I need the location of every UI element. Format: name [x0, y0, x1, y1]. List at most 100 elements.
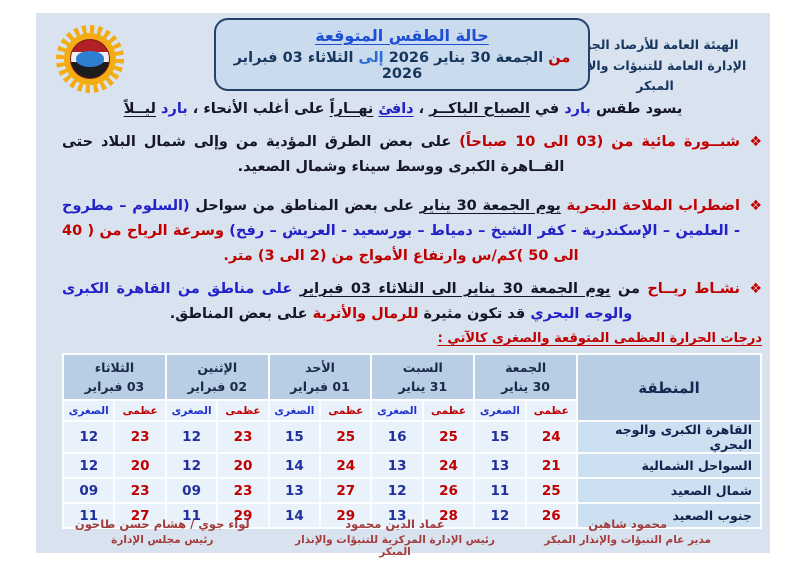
marine-warning-text: اضطراب الملاحة البحرية يوم الجمعة 30 ينا… — [62, 194, 740, 269]
diamond-bullet-icon: ❖ — [749, 134, 762, 150]
text-segment: اضطراب الملاحة البحرية — [560, 198, 741, 214]
text-segment: بارد — [161, 101, 188, 117]
temp-min-cell: 11 — [473, 477, 527, 504]
list-item-fog-warning: ❖ شبــورة مائية من (03 الى 10 صباحاً) عل… — [62, 130, 762, 180]
temp-min-cell: 12 — [164, 420, 219, 454]
region-cell: السواحل الشمالية — [576, 452, 762, 479]
signature-block: محمود شاهين مدير عام التنبؤات والإنذار ال… — [511, 517, 744, 558]
temps-table-body: القاهرة الكبرى والوجه البحري 24 15 25 16 25 15… — [61, 420, 762, 529]
authority-name-line2: الإدارة العامة للتنبؤات والإنذار المبكر — [563, 57, 747, 94]
signatory-name: عماد الدين محمود — [345, 517, 445, 531]
day-name: الثلاثاء — [94, 359, 135, 375]
day-header: الثلاثاء 03 فبراير — [62, 353, 167, 401]
temp-min-cell: 15 — [473, 420, 527, 454]
signatory-title: رئيس مجلس الإدارة — [111, 534, 214, 546]
temp-min-cell: 09 — [164, 477, 219, 504]
temp-max-cell: 24 — [319, 452, 373, 479]
min-label: الصغرى — [61, 399, 116, 422]
fog-warning-text: شبــورة مائية من (03 الى 10 صباحاً) على … — [62, 130, 740, 180]
temp-max-cell: 25 — [524, 477, 579, 504]
temp-min-cell: 13 — [473, 452, 527, 479]
temp-min-cell: 13 — [267, 477, 322, 504]
temp-min-cell: 12 — [473, 502, 527, 529]
text-segment: في — [529, 101, 565, 117]
max-label: عظمى — [319, 399, 373, 422]
table-row: القاهرة الكبرى والوجه البحري 24 15 25 16 25 15… — [61, 420, 762, 454]
temp-max-cell: 24 — [421, 452, 476, 479]
day-header: الأحد 01 فبراير — [267, 353, 373, 401]
title-box: حالة الطقس المتوقعة من الجمعة 30 يناير 2… — [214, 18, 590, 91]
text-segment: ليــلاً — [123, 101, 156, 117]
day-date: 31 يناير — [398, 379, 448, 394]
temp-max-cell: 20 — [216, 452, 270, 479]
temp-max-cell: 25 — [319, 420, 373, 454]
text-segment: وسرعة الرياح من ( 40 الى 50 )كم/س وارتفا… — [62, 223, 579, 264]
cloud-icon — [75, 51, 105, 67]
temp-max-cell: 26 — [524, 502, 579, 529]
table-row: جنوب الصعيد 26 12 28 13 29 14 29 11 27 11 — [61, 502, 762, 529]
temp-max-cell: 23 — [216, 420, 270, 454]
region-cell: جنوب الصعيد — [576, 502, 762, 529]
day-name: الجمعة — [505, 359, 547, 375]
table-header-row: المنطقة الجمعة 30 يناير السبت 31 يناير الأحد 0… — [62, 353, 762, 422]
text-segment: على بعض المناطق من سواحل — [189, 198, 420, 214]
temps-table-head: المنطقة الجمعة 30 يناير السبت 31 يناير الأحد 0… — [61, 353, 762, 422]
day-header: السبت 31 يناير — [370, 353, 476, 401]
text-segment: على بعض المناطق. — [169, 306, 313, 322]
signature-block: لواء جوي / هشام حسن طاحون رئيس مجلس الإدا… — [46, 517, 279, 558]
temp-min-cell: 13 — [370, 502, 424, 529]
day-header: الإثنين 02 فبراير — [164, 353, 270, 401]
temp-max-cell: 29 — [216, 502, 270, 529]
text-segment: يوم الجمعة 30 يناير الى الثلاثاء 03 فبرا… — [299, 281, 611, 297]
temp-max-cell: 24 — [524, 420, 579, 454]
temp-min-cell: 11 — [61, 502, 116, 529]
temp-max-cell: 27 — [319, 477, 373, 504]
temperature-table: المنطقة الجمعة 30 يناير السبت 31 يناير الأحد 0… — [61, 353, 762, 529]
temp-min-cell: 09 — [61, 477, 116, 504]
temp-max-cell: 29 — [319, 502, 373, 529]
signatures: محمود شاهين مدير عام التنبؤات والإنذار ال… — [46, 517, 744, 558]
day-name: السبت — [402, 359, 443, 375]
day-name: الأحد — [305, 359, 335, 375]
text-segment: (السلوم – مطروح - العلمين – الإسكندرية -… — [62, 198, 740, 239]
max-label: عظمى — [524, 399, 579, 422]
temp-max-cell: 23 — [113, 420, 167, 454]
day-date: 30 يناير — [501, 379, 550, 394]
warnings-list: ❖ شبــورة مائية من (03 الى 10 صباحاً) عل… — [62, 130, 762, 327]
signatory-name: محمود شاهين — [588, 517, 668, 531]
text-segment: نهــاراً — [329, 101, 374, 117]
text-segment: قد تكون مثيرة — [418, 306, 526, 322]
min-label: الصغرى — [370, 399, 424, 422]
temp-min-cell: 12 — [370, 477, 424, 504]
signatory-name: لواء جوي / هشام حسن طاحون — [74, 517, 250, 531]
temp-max-cell: 26 — [421, 477, 476, 504]
signatory-title: مدير عام التنبؤات والإنذار المبكر — [544, 534, 712, 546]
temp-max-cell: 23 — [216, 477, 270, 504]
date-from-text: الجمعة 30 يناير 2026 — [388, 50, 544, 66]
temp-max-cell: 25 — [421, 420, 476, 454]
signature-block: عماد الدين محمود رئيس الإدارة المركزية لل… — [279, 517, 512, 558]
list-item-wind-warning: ❖ نشـاط ريــاح من يوم الجمعة 30 يناير ال… — [62, 277, 762, 327]
text-segment: شبــورة مائية من (03 الى 10 صباحاً) — [459, 134, 740, 150]
date-to-text: الثلاثاء 03 فبراير 2026 — [233, 50, 423, 82]
temp-max-cell: 28 — [421, 502, 476, 529]
table-row: السواحل الشمالية 21 13 24 13 24 14 20 12 20 12 — [61, 452, 762, 479]
wind-warning-text: نشـاط ريــاح من يوم الجمعة 30 يناير الى … — [62, 277, 740, 327]
text-segment: للرمال والأتربة — [312, 306, 419, 322]
flag-emblem-icon — [70, 39, 110, 79]
temp-min-cell: 16 — [370, 420, 424, 454]
day-date: 02 فبراير — [187, 379, 248, 394]
temp-min-cell: 12 — [61, 420, 116, 454]
max-label: عظمى — [421, 399, 476, 422]
region-column-header: المنطقة — [576, 353, 762, 422]
diamond-bullet-icon: ❖ — [749, 198, 762, 214]
weather-summary-line: يسود طقس بارد في الصباح الباكــر ، دافئ … — [36, 97, 770, 122]
text-segment: يسود طقس — [590, 101, 683, 117]
diamond-bullet-icon: ❖ — [749, 281, 762, 297]
region-cell: القاهرة الكبرى والوجه البحري — [576, 420, 762, 454]
text-segment: يوم الجمعة 30 يناير — [419, 198, 561, 214]
text-segment: على مناطق من القاهرة الكبرى والوجه البحر… — [62, 281, 633, 322]
temp-max-cell: 20 — [113, 452, 167, 479]
date-to-word: إلى — [358, 50, 384, 66]
